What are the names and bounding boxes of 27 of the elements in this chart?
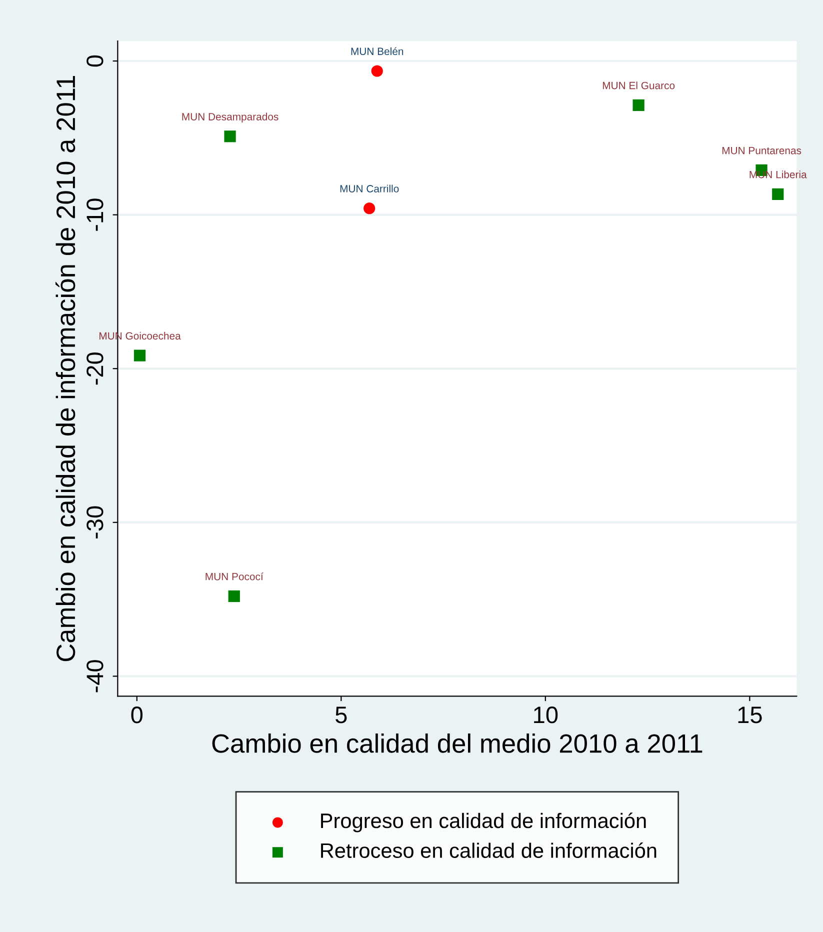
x-tick-label: 15 [738,706,762,724]
annotation: MUN Liberia [750,170,807,178]
point [632,99,644,111]
point [371,65,383,77]
annotation: MUN Carrillo [340,184,399,192]
legend-label: Retroceso en calidad de información [321,842,656,858]
y-tick-label: -40 [86,660,104,692]
annotation: MUN El Guarco [602,82,675,90]
annotation: MUN Desamparados [182,112,278,122]
point [364,202,376,214]
y-axis-title: Cambio en calidad de información de 2010 a 2011 [55,76,76,662]
x-tick-label: 10 [534,706,558,724]
y-tick-label: -20 [86,352,104,385]
point [224,130,236,142]
y-tick-label: -30 [86,506,104,538]
y-tick-label: -10 [86,198,104,231]
x-axis-title: Cambio en calidad del medio 2010 a 2011 [212,733,702,753]
x-tick-label: 5 [336,706,347,724]
annotation: MUN Puntarenas [722,146,802,154]
annotation: MUN Pococí [206,572,264,580]
point [772,188,784,200]
point [134,350,146,362]
annotation: MUN Belén [351,47,404,56]
legend-label: Progreso en calidad de información [321,812,646,832]
point [228,590,240,602]
y-tick-label: 0 [86,55,104,67]
x-tick-label: 0 [131,706,143,724]
